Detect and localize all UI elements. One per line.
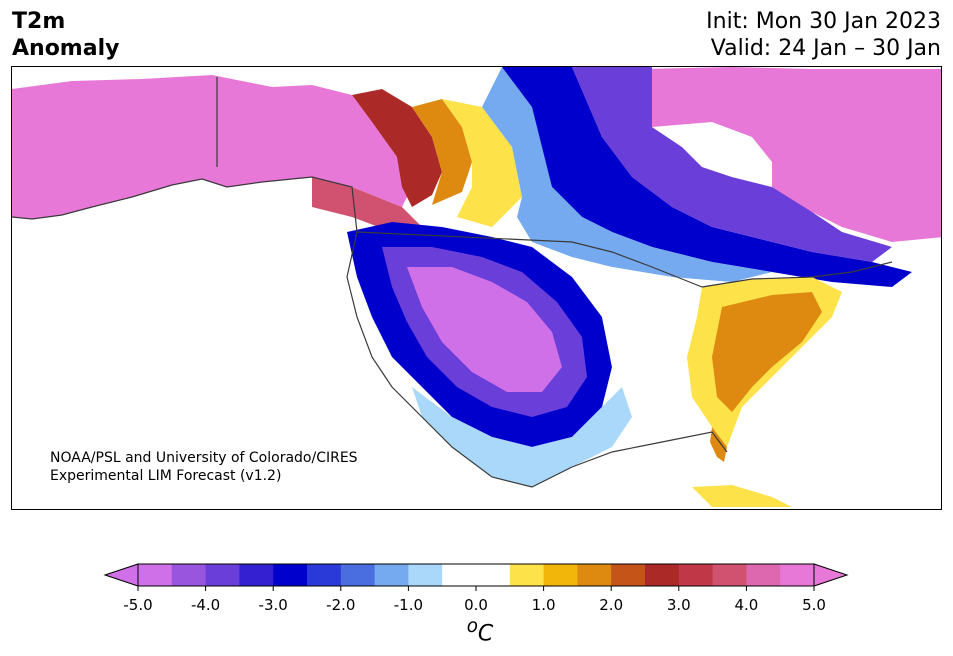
colorbar-tick-label: -1.0	[393, 596, 424, 614]
colorbar-swatch	[340, 564, 376, 586]
map-title: T2m Anomaly	[12, 8, 119, 62]
credit-line-1: NOAA/PSL and University of Colorado/CIRE…	[50, 450, 358, 466]
colorbar-swatch	[408, 564, 443, 586]
colorbar-swatch	[476, 564, 511, 586]
title-line-1: T2m	[12, 9, 66, 34]
colorbar-swatch	[239, 564, 274, 586]
plains-lightblue	[482, 67, 772, 282]
colorbar-min-arrow	[103, 563, 139, 587]
colorbar-tick-label: 4.0	[734, 596, 759, 614]
colorbar-swatch	[645, 564, 680, 586]
east-coast-orange	[712, 292, 822, 412]
credit-line-2: Experimental LIM Forecast (v1.2)	[50, 468, 282, 484]
colorbar-swatch	[509, 564, 545, 586]
hudson-purple	[572, 67, 892, 262]
colorbar-swatch	[678, 564, 714, 586]
colorbar-swatch	[712, 564, 747, 586]
unit-celsius: C	[477, 621, 494, 647]
colorbar-tick-label: 5.0	[802, 596, 826, 614]
prairie-yellow-band	[442, 99, 522, 227]
colorbar-tick-label: -5.0	[123, 596, 153, 614]
colorbar-tick-label: -3.0	[258, 596, 288, 614]
colorbar-swatch	[171, 564, 207, 586]
title-line-2: Anomaly	[12, 36, 120, 61]
colorbar-swatch	[273, 564, 308, 586]
arctic-warm-anomaly	[632, 67, 941, 242]
colorbar-swatch	[307, 564, 342, 586]
colorbar: -5.0 -4.0 -3.0 -2.0 -1.0 0.0 1.0 2.0 3.0 4.0 5.0 o…	[100, 560, 860, 650]
unit-degree: o	[466, 616, 478, 637]
map-canvas	[12, 67, 941, 509]
yukon-red-band	[352, 89, 442, 207]
colorbar-tick-label: 3.0	[666, 596, 691, 614]
anomaly-map: NOAA/PSL and University of Colorado/CIRE…	[11, 66, 942, 510]
colorbar-unit: oC	[467, 616, 494, 646]
colorbar-swatch	[205, 564, 240, 586]
colorbar-tick-label: -4.0	[190, 596, 221, 614]
colorbar-tick-label: -2.0	[326, 596, 356, 614]
colorbar-max-arrow	[813, 563, 849, 587]
forecast-dates: Init: Mon 30 Jan 2023 Valid: 24 Jan – 30…	[706, 8, 941, 62]
midwest-neutral	[602, 267, 702, 427]
valid-date: Valid: 24 Jan – 30 Jan	[710, 36, 941, 61]
colorbar-swatch	[374, 564, 409, 586]
quebec-white	[652, 122, 772, 187]
caribbean-yellow	[692, 485, 792, 507]
western-us-magenta	[407, 267, 562, 392]
colorbar-swatch	[442, 564, 477, 586]
colorbar-swatch	[577, 564, 612, 586]
alaska-warm-anomaly	[12, 75, 412, 219]
colorbar-swatch	[780, 564, 815, 586]
colorbar-swatch	[611, 564, 646, 586]
gulf-lightblue	[412, 387, 632, 487]
colorbar-swatch	[746, 564, 781, 586]
colorbar-swatches	[103, 563, 849, 591]
colorbar-swatch	[543, 564, 578, 586]
colorbar-tick-label: 1.0	[531, 596, 556, 614]
colorbar-swatch	[138, 564, 173, 586]
colorbar-tick-label: 0.0	[464, 596, 488, 614]
bc-orange-band	[412, 99, 472, 205]
credit-text: NOAA/PSL and University of Colorado/CIRE…	[50, 449, 358, 485]
nw-pink-shore	[312, 177, 422, 232]
colorbar-tick-label: 2.0	[599, 596, 624, 614]
init-date: Init: Mon 30 Jan 2023	[706, 9, 941, 34]
canada-cold-blue	[502, 67, 912, 287]
